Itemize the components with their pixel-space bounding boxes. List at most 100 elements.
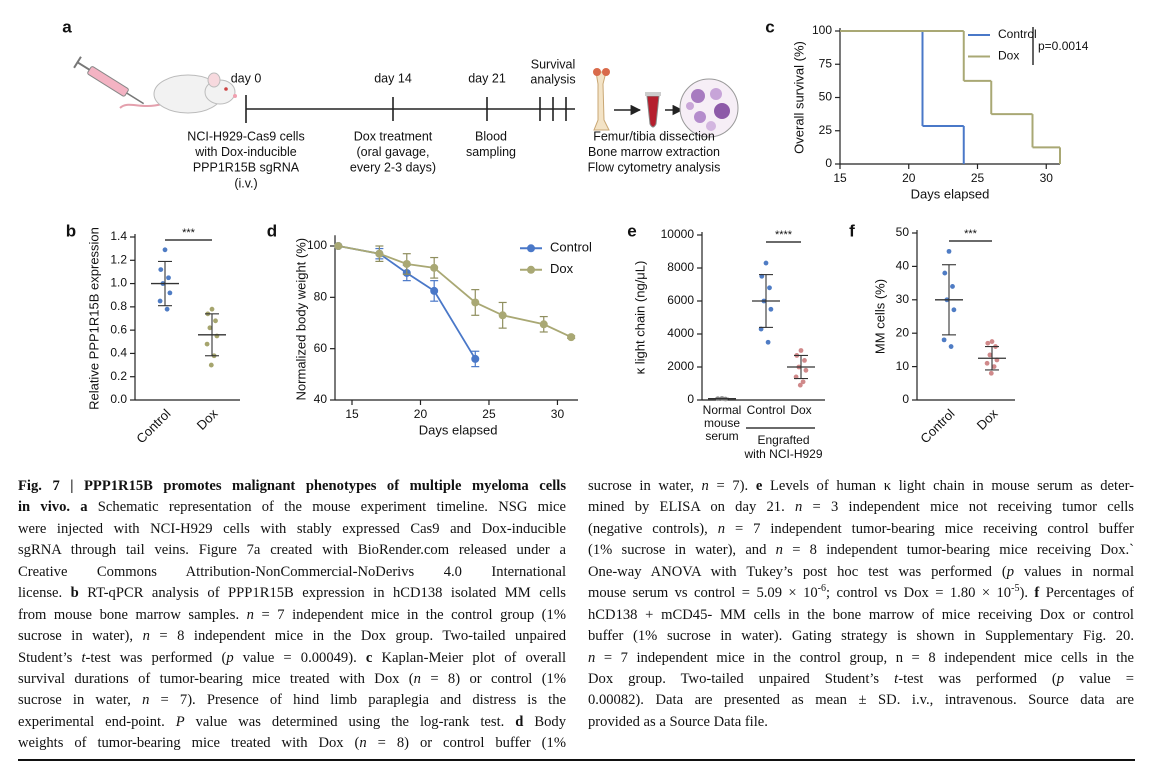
x-tick-label: 25 (971, 171, 985, 185)
caption-text: = 7 independent tumor-bearing mice recei… (725, 520, 1134, 537)
caption-text: Body (523, 713, 566, 730)
panel-label: c (765, 17, 774, 36)
caption-text: n (794, 499, 803, 516)
data-point (797, 382, 803, 388)
data-point (984, 360, 990, 366)
timepoint-description: (i.v.) (234, 176, 257, 190)
data-point (946, 248, 952, 254)
data-point (539, 320, 548, 329)
y-tick-label: 0.8 (110, 299, 127, 313)
legend-marker (527, 265, 535, 274)
caption-text: p (1056, 670, 1065, 687)
caption-line: were injected with NCI-H929 cells with s… (18, 519, 566, 540)
caption-line: Creative Commons Attribution-NonCommerci… (18, 562, 566, 583)
y-tick-label: 0.4 (110, 346, 127, 360)
y-tick-label: 25 (819, 123, 833, 137)
legend-marker (527, 244, 535, 253)
x-tick-label: Control (917, 406, 957, 446)
data-point (991, 364, 997, 369)
x-tick-label: Dox (790, 403, 812, 417)
panel-label: d (267, 221, 277, 240)
panel-label: b (66, 221, 76, 240)
readout-label: Femur/tibia dissection (593, 129, 715, 143)
caption-line: sucrose in water, n = 7). Presence of hi… (18, 690, 566, 711)
y-tick-label: 50 (896, 225, 910, 239)
y-tick-label: 80 (314, 290, 328, 304)
caption-text: hCD138 + mCD45- MM cells in the bone mar… (588, 606, 1134, 623)
caption-text: = 8) or control (1% (420, 670, 567, 687)
caption-text: Percentages of (1039, 585, 1134, 602)
y-axis-label: Normalized body weight (%) (293, 238, 308, 401)
y-tick-label: 0 (902, 392, 909, 406)
significance-label: *** (182, 227, 196, 239)
caption-line: license. b RT-qPCR analysis of PPP1R15B … (18, 583, 566, 604)
caption-text: -5 (1011, 583, 1020, 595)
timepoint-label: day 0 (231, 71, 262, 85)
x-tick-label: 20 (902, 171, 916, 185)
caption-text: c (365, 649, 373, 666)
caption-text: = 8 independent tumor-bearing mice recei… (782, 542, 1134, 559)
panel-label: f (849, 221, 855, 240)
caption-line: 0.00082). Data are presented as mean ± S… (588, 690, 1134, 711)
caption-text: 0.00082). Data are presented as mean ± S… (588, 692, 1134, 709)
data-point (948, 344, 954, 349)
x-axis-label: Days elapsed (419, 422, 498, 437)
y-tick-label: 100 (812, 23, 832, 37)
data-point (942, 270, 948, 276)
caption-line: provided as a Source Data file. (588, 712, 1134, 733)
caption-text: n (246, 606, 254, 623)
significance-label: **** (775, 229, 793, 241)
x-tick-label: 15 (833, 171, 847, 185)
caption-text: from mouse bone marrow samples. (18, 606, 247, 623)
caption-text: = 8) or control buffer (1% (366, 735, 566, 752)
timepoint-label: day 14 (374, 71, 412, 85)
data-point (803, 367, 809, 373)
caption-text: One-way ANOVA with Tukey’s post hoc test… (588, 563, 1007, 580)
timepoint-label: day 21 (468, 71, 506, 85)
group-label: Engrafted (757, 433, 809, 447)
timepoint-description: sampling (466, 145, 516, 159)
caption-text: = 7 independent mice in the control grou… (595, 649, 1134, 666)
caption-line: sucrose in water, n = 7). e Levels of hu… (588, 476, 1134, 497)
x-axis-label: Days elapsed (911, 186, 990, 201)
caption-text: n (717, 520, 726, 537)
x-tick-label: 15 (345, 407, 359, 421)
caption-text: t (894, 670, 899, 687)
data-point (402, 259, 411, 268)
caption-text: n (588, 649, 596, 666)
series-line (338, 245, 572, 338)
legend-label: Control (550, 240, 592, 255)
y-tick-label: 10000 (661, 227, 695, 241)
timepoint-description: NCI-H929-Cas9 cells (187, 129, 304, 143)
caption-text: were injected with NCI-H929 cells with s… (18, 520, 566, 537)
data-point (213, 318, 218, 324)
caption-line: from mouse bone marrow samples. n = 7 in… (18, 605, 566, 626)
caption-text: Fig. 7 | PPP1R15B promotes malignant phe… (18, 478, 566, 494)
y-tick-label: 0.0 (110, 392, 127, 406)
caption-text: Student’s (18, 649, 82, 666)
y-tick-label: 1.2 (110, 252, 127, 266)
data-point (204, 341, 210, 347)
timepoint-description: every 2-3 days) (350, 161, 436, 175)
caption-text: Levels of human κ light chain in mouse s… (762, 478, 1134, 494)
caption-text: sucrose in water), (18, 628, 143, 645)
legend-label: Control (998, 27, 1037, 41)
y-tick-label: 40 (314, 392, 328, 406)
caption-text: ). (1019, 585, 1035, 602)
data-point (767, 285, 772, 291)
x-tick-label: 25 (482, 407, 496, 421)
data-point (334, 242, 343, 250)
caption-line: Dox group. Two-tailed unpaired Student’s… (588, 669, 1134, 690)
data-point (768, 306, 774, 312)
y-tick-label: 100 (307, 238, 327, 252)
caption-text: n (701, 478, 709, 494)
caption-text: buffer (1% sucrose in water). Gating str… (588, 628, 1134, 645)
y-tick-label: 40 (896, 259, 910, 273)
caption-text: sucrose in water, (18, 692, 143, 709)
caption-text: sgRNA through tail veins. Figure 7a crea… (18, 542, 566, 559)
y-tick-label: 60 (314, 341, 328, 355)
data-point (989, 339, 995, 344)
caption-text: Dox group. Two-tailed unpaired Student’s (588, 670, 895, 687)
survival-label: analysis (530, 72, 575, 86)
